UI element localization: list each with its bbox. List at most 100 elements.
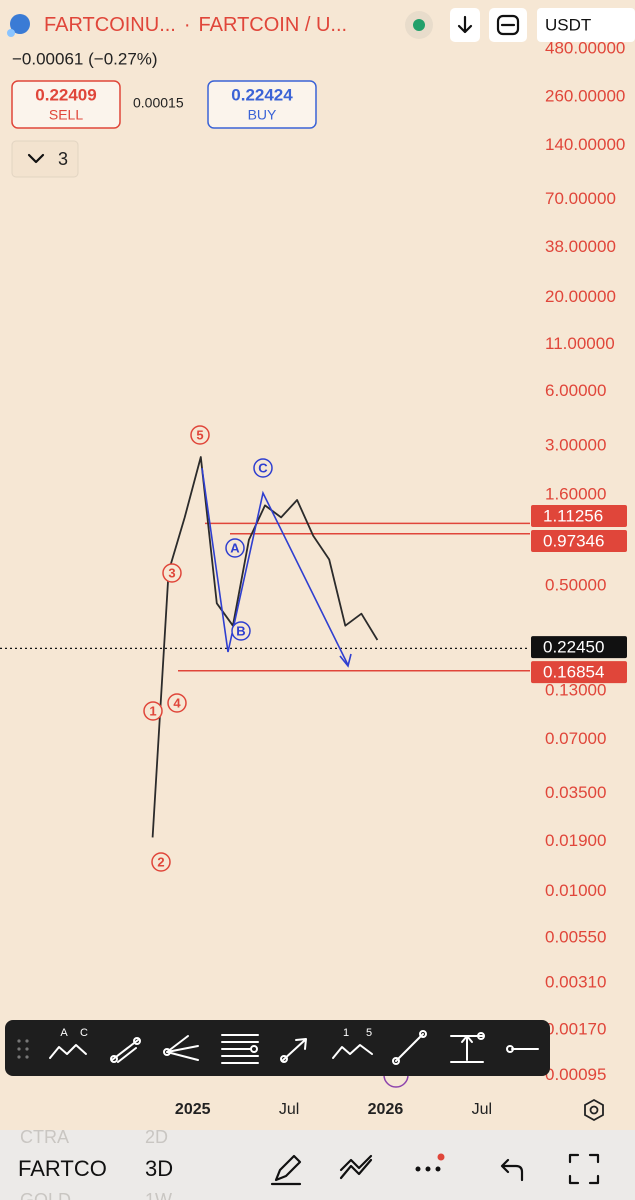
symbol-selector[interactable]: FARTCO xyxy=(18,1156,107,1181)
interval-option[interactable]: 1W xyxy=(145,1190,172,1200)
settings-button[interactable] xyxy=(584,1098,604,1122)
more-button[interactable] xyxy=(435,1166,441,1172)
drag-handle[interactable] xyxy=(25,1055,29,1059)
scroll-button[interactable] xyxy=(450,8,480,42)
indicators-button[interactable] xyxy=(339,1154,373,1180)
price-change: −0.00061 (−0.27%) xyxy=(12,49,158,68)
drawing-toolbar: A C 1 5 xyxy=(5,1020,550,1076)
wave-label: B xyxy=(236,623,245,638)
wave-marker xyxy=(151,852,171,872)
more-button[interactable] xyxy=(437,1153,445,1161)
draw-button[interactable] xyxy=(270,1154,302,1186)
channel-tool[interactable] xyxy=(110,1055,118,1063)
drag-handle[interactable] xyxy=(17,1055,21,1059)
fullscreen-button[interactable] xyxy=(568,1153,600,1185)
wave-label: 1 xyxy=(149,703,156,718)
more-button[interactable] xyxy=(415,1166,421,1172)
symbol-logo xyxy=(10,14,30,34)
undo-button[interactable] xyxy=(500,1158,524,1182)
tool-label[interactable]: A xyxy=(60,1027,68,1039)
more-button[interactable] xyxy=(415,1153,445,1172)
pair[interactable]: FARTCOIN / U... xyxy=(199,14,348,36)
tool-label[interactable]: C xyxy=(80,1027,88,1039)
arrow-tool[interactable] xyxy=(280,1038,307,1063)
settings-button[interactable] xyxy=(584,1098,604,1122)
indicators-toggle[interactable] xyxy=(11,140,79,178)
draw-button[interactable] xyxy=(270,1154,302,1186)
sell-button[interactable] xyxy=(11,80,121,129)
wave-marker xyxy=(231,621,251,641)
abc-tool[interactable] xyxy=(49,1044,87,1059)
arrow-tool[interactable] xyxy=(280,1055,288,1063)
channel-tool[interactable] xyxy=(133,1037,141,1045)
overlay: 1.11256 0.97346 0.22450 0.16854 1 2 3 4 5 A B C xyxy=(143,425,627,872)
currency-box[interactable] xyxy=(537,8,635,42)
wave-marker xyxy=(167,693,187,713)
x-tick-label: Jul xyxy=(472,1101,492,1118)
fib-tool[interactable] xyxy=(221,1034,259,1064)
y-tick-label: 260.00000 xyxy=(545,87,625,106)
measure-tool[interactable] xyxy=(450,1032,485,1063)
x-tick-label: Jul xyxy=(279,1101,299,1118)
separator: · xyxy=(184,14,191,36)
drag-handle[interactable] xyxy=(25,1047,29,1051)
trend-line-tool[interactable] xyxy=(392,1057,400,1065)
undo-button[interactable] xyxy=(500,1158,524,1182)
measure-tool[interactable] xyxy=(450,1035,484,1063)
layout-button[interactable] xyxy=(489,8,527,42)
horizontal-ray-tool[interactable] xyxy=(506,1045,539,1053)
header: FARTCOINU... · FARTCOIN / U... USDT −0.000… xyxy=(7,8,635,68)
currency[interactable]: USDT xyxy=(545,15,591,34)
spread: 0.00015 xyxy=(133,95,184,111)
y-tick-label: 0.01000 xyxy=(545,881,606,900)
abc-tool[interactable]: A C xyxy=(49,1027,88,1059)
tool-label[interactable]: 1 xyxy=(343,1027,349,1039)
indicators-count[interactable]: 3 xyxy=(58,149,68,169)
buy-label[interactable]: BUY xyxy=(248,107,277,123)
pitchfork-tool[interactable] xyxy=(166,1035,199,1061)
drag-handle[interactable] xyxy=(17,1039,29,1059)
status-button[interactable] xyxy=(405,11,433,39)
drag-handle[interactable] xyxy=(17,1047,21,1051)
interval-option[interactable]: 2D xyxy=(145,1127,168,1147)
symbol-title[interactable]: FARTCOINU... · FARTCOIN / U... xyxy=(44,14,347,36)
y-tick-label: 11.00000 xyxy=(545,334,615,353)
y-tick-label: 0.00310 xyxy=(545,973,606,992)
settings-button[interactable] xyxy=(589,1105,599,1115)
wave-marker xyxy=(225,538,245,558)
trend-line-tool[interactable] xyxy=(419,1030,427,1038)
buy-button[interactable] xyxy=(207,80,317,129)
price-label: 1.11256 xyxy=(543,507,603,526)
impulse-tool[interactable]: 1 5 xyxy=(332,1027,373,1059)
pitchfork-tool[interactable] xyxy=(163,1035,199,1061)
fib-tool[interactable] xyxy=(221,1034,259,1064)
wave-marker xyxy=(253,458,273,478)
fullscreen-button[interactable] xyxy=(568,1153,600,1185)
symbol-option[interactable]: CTRA xyxy=(20,1127,69,1147)
horizontal-ray-tool[interactable] xyxy=(506,1045,514,1053)
sell-label[interactable]: SELL xyxy=(49,107,83,123)
symbol[interactable]: FARTCOINU... xyxy=(44,14,176,36)
indicators-button[interactable] xyxy=(339,1154,373,1180)
drag-handle[interactable] xyxy=(17,1039,21,1043)
measure-tool[interactable] xyxy=(477,1032,485,1040)
trend-line-tool[interactable] xyxy=(395,1033,424,1062)
price-label: 0.16854 xyxy=(543,663,604,682)
interval-selector[interactable]: 3D xyxy=(145,1156,173,1181)
channel-tool[interactable] xyxy=(110,1037,141,1063)
toolbar xyxy=(5,1020,550,1076)
symbol-option[interactable]: GOLD xyxy=(20,1190,71,1200)
tool-label[interactable]: 5 xyxy=(366,1027,372,1039)
fib-tool[interactable] xyxy=(250,1045,258,1053)
x-tick-label: 2025 xyxy=(175,1101,211,1118)
pitchfork-tool[interactable] xyxy=(163,1048,171,1056)
sell-price[interactable]: 0.22409 xyxy=(35,85,96,104)
impulse-tool[interactable] xyxy=(332,1044,373,1059)
y-tick-label: 0.07000 xyxy=(545,729,606,748)
buy-price[interactable]: 0.22424 xyxy=(231,85,293,104)
trend-line-tool[interactable] xyxy=(392,1030,427,1065)
more-button[interactable] xyxy=(425,1166,431,1172)
drag-handle[interactable] xyxy=(25,1039,29,1043)
